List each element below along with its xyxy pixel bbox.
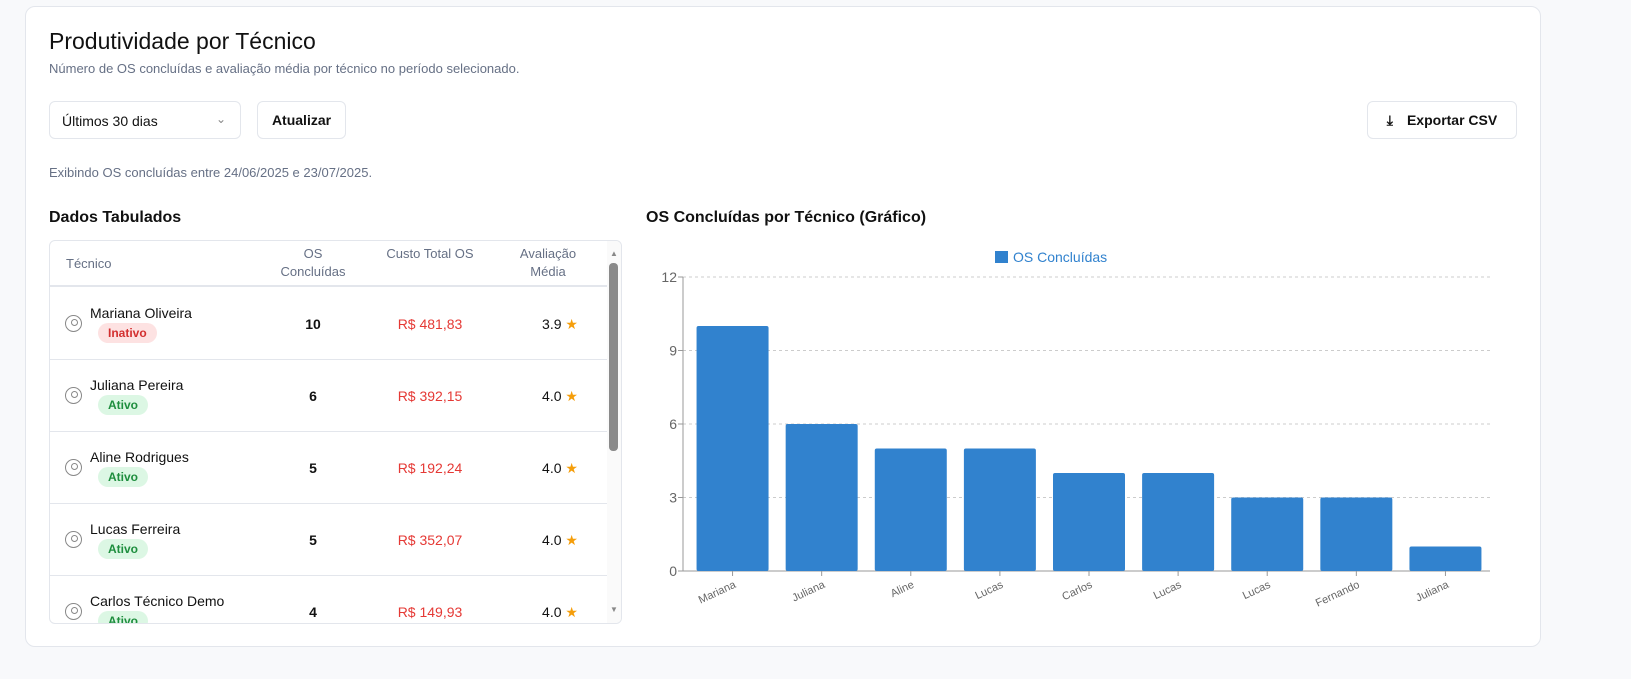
chart-title: OS Concluídas por Técnico (Gráfico): [646, 209, 927, 226]
y-tick-label: 0: [669, 563, 677, 579]
bar[interactable]: [1053, 473, 1125, 571]
x-tick-label: Juliana: [1414, 578, 1451, 604]
total-cost: R$ 352,07: [397, 532, 463, 548]
table-row: Juliana Pereira Ativo 6 R$ 392,15 4.0 ★: [50, 360, 608, 432]
period-info: Exibindo OS concluídas entre 24/06/2025 …: [49, 165, 373, 180]
x-tick-label: Lucas: [973, 579, 1005, 602]
rating: 4.0 ★: [520, 532, 600, 549]
total-cost: R$ 149,93: [397, 604, 463, 620]
rating-value: 4.0: [542, 604, 562, 620]
scroll-down-icon[interactable]: ▼: [610, 605, 618, 614]
table-row: Carlos Técnico Demo Ativo 4 R$ 149,93 4.…: [50, 576, 608, 623]
table-title: Dados Tabulados: [49, 209, 182, 226]
star-icon: ★: [565, 388, 578, 404]
x-tick-label: Carlos: [1060, 579, 1094, 604]
scrollbar-thumb[interactable]: [609, 263, 618, 451]
os-count: 4: [309, 604, 317, 620]
table-row: Aline Rodrigues Ativo 5 R$ 192,24 4.0 ★: [50, 432, 608, 504]
table-scrollbar[interactable]: ▲ ▼: [607, 241, 621, 623]
rating-value: 4.0: [542, 460, 562, 476]
status-badge: Ativo: [98, 395, 148, 415]
y-tick-label: 6: [669, 416, 677, 432]
status-badge: Inativo: [98, 323, 157, 343]
export-label: Exportar CSV: [1406, 112, 1498, 128]
y-tick-label: 3: [669, 490, 677, 506]
user-icon: [65, 315, 82, 332]
status-badge: Ativo: [98, 467, 148, 487]
bar[interactable]: [696, 326, 769, 571]
bar-chart: 0 3 6 9 12 Mariana Juliana Aline Lucas Carlos Luca…: [661, 249, 1490, 610]
x-tick-label: Mariana: [697, 578, 739, 606]
rating: 4.0 ★: [520, 388, 600, 405]
technician-name: Mariana Oliveira: [90, 305, 192, 321]
table-row: Lucas Ferreira Ativo 5 R$ 352,07 4.0 ★: [50, 504, 608, 576]
x-tick-label: Aline: [889, 579, 916, 600]
bar[interactable]: [1142, 473, 1215, 571]
page-subtitle: Número de OS concluídas e avaliação médi…: [49, 61, 520, 76]
legend-swatch: [995, 251, 1008, 263]
table-header: Técnico OS Concluídas Custo Total OS Ava…: [50, 241, 608, 287]
header-tecnico[interactable]: Técnico: [66, 256, 112, 271]
technician-table: Técnico OS Concluídas Custo Total OS Ava…: [49, 240, 622, 624]
export-csv-button[interactable]: ⤓ Exportar CSV: [1367, 101, 1517, 139]
star-icon: ★: [565, 460, 578, 476]
period-value: Últimos 30 dias: [62, 113, 158, 129]
page-title: Produtividade por Técnico: [49, 28, 316, 54]
bar[interactable]: [963, 448, 1036, 572]
table-row: Mariana Oliveira Inativo 10 R$ 481,83 3.…: [50, 288, 608, 360]
total-cost: R$ 192,24: [397, 460, 463, 476]
chevron-down-icon: ⌄: [215, 112, 226, 126]
x-tick-label: Fernando: [1314, 579, 1362, 610]
technician-name: Carlos Técnico Demo: [90, 593, 225, 609]
y-tick-label: 12: [661, 269, 677, 285]
user-icon: [65, 531, 82, 548]
total-cost: R$ 392,15: [397, 388, 463, 404]
technician-name: Juliana Pereira: [90, 377, 184, 393]
rating: 3.9 ★: [520, 316, 600, 333]
os-count: 5: [309, 460, 317, 476]
bar[interactable]: [1409, 546, 1482, 572]
x-tick-label: Lucas: [1152, 579, 1184, 602]
rating-value: 3.9: [542, 316, 562, 332]
os-count: 6: [309, 388, 317, 404]
technician-name: Lucas Ferreira: [90, 521, 181, 537]
y-tick-label: 9: [669, 343, 677, 359]
header-os[interactable]: OS Concluídas: [280, 246, 346, 279]
header-avaliacao[interactable]: Avaliação Média: [519, 246, 577, 279]
scroll-up-icon[interactable]: ▲: [610, 249, 618, 258]
user-icon: [65, 387, 82, 404]
rating-value: 4.0: [542, 532, 562, 548]
rating-value: 4.0: [542, 388, 562, 404]
bar[interactable]: [1231, 497, 1304, 572]
star-icon: ★: [565, 604, 578, 620]
download-icon: ⤓: [1386, 111, 1393, 128]
os-count: 5: [309, 532, 317, 548]
status-badge: Ativo: [98, 539, 148, 559]
rating: 4.0 ★: [520, 460, 600, 477]
x-tick-label: Juliana: [790, 578, 827, 604]
user-icon: [65, 459, 82, 476]
bar[interactable]: [874, 448, 947, 572]
rating: 4.0 ★: [520, 604, 600, 621]
status-badge: Ativo: [98, 611, 148, 623]
period-select[interactable]: Últimos 30 dias ⌄: [49, 101, 241, 139]
header-custo[interactable]: Custo Total OS: [386, 246, 474, 261]
x-tick-label: Lucas: [1241, 579, 1273, 602]
star-icon: ★: [565, 532, 578, 548]
user-icon: [65, 603, 82, 620]
star-icon: ★: [565, 316, 578, 332]
os-count: 10: [305, 316, 321, 332]
total-cost: R$ 481,83: [397, 316, 463, 332]
legend-label[interactable]: OS Concluídas: [1013, 249, 1107, 265]
bar[interactable]: [785, 424, 858, 571]
technician-name: Aline Rodrigues: [90, 449, 189, 465]
bar[interactable]: [1320, 497, 1393, 572]
refresh-button[interactable]: Atualizar: [257, 101, 346, 139]
